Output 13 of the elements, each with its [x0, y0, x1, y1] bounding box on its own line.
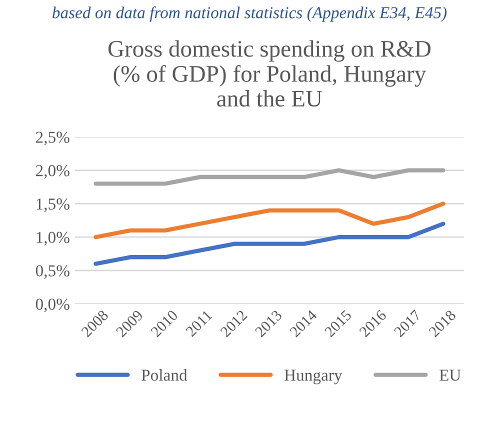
legend-label: EU — [439, 370, 461, 381]
y-tick-label: 1,0% — [36, 232, 70, 246]
y-tick-label: 0,0% — [36, 298, 70, 312]
y-tick-label: 1,5% — [36, 198, 70, 212]
text: based on data from national statistics (Appendix E34, E45) — [52, 6, 447, 22]
chart-title: Gross domestic spending on R&D (% of GDP) for Poland, Hungary and the EU — [108, 40, 431, 107]
y-tick-label: 2,5% — [36, 132, 70, 146]
y-tick-label: 0,5% — [36, 265, 70, 279]
legend-label: Hungary — [284, 370, 342, 384]
line-series — [94, 222, 446, 266]
line-series — [94, 202, 446, 240]
legend-label: Poland — [142, 369, 188, 381]
y-tick-label: 2,0% — [36, 165, 70, 179]
